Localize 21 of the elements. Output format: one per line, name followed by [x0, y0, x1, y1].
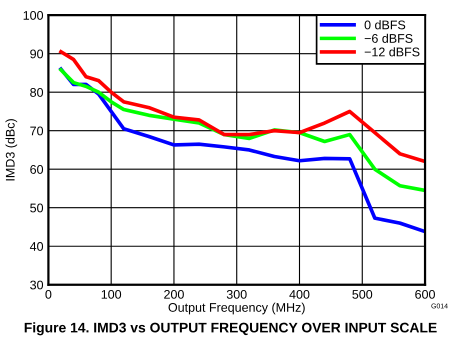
- legend-label: −6 dBFS: [364, 34, 413, 43]
- x-tick-label: 500: [352, 290, 372, 299]
- y-tick-label: 30: [30, 280, 44, 290]
- x-tick-label: 600: [415, 290, 435, 299]
- x-axis-title: Output Frequency (MHz): [168, 302, 305, 314]
- x-tick-label: 400: [289, 290, 310, 299]
- legend-label: 0 dBFS: [364, 20, 406, 30]
- x-tick-label: 0: [45, 290, 52, 299]
- y-tick-label: 40: [30, 242, 44, 251]
- y-tick-label: 70: [30, 126, 44, 136]
- y-tick-label: 100: [24, 10, 44, 20]
- text: Figure 14. IMD3 vs OUTPUT FREQUENCY OVER INPUT SCALE: [24, 322, 437, 336]
- x-tick-label: 300: [226, 290, 247, 299]
- legend-label: −12 dBFS: [364, 47, 420, 56]
- x-tick-label: 200: [164, 290, 184, 299]
- y-tick-label: 90: [30, 49, 44, 58]
- y-tick-label: 80: [30, 88, 44, 97]
- y-tick-label: 50: [30, 204, 44, 212]
- x-tick-label: 100: [102, 290, 122, 299]
- y-tick-label: 60: [30, 165, 44, 174]
- y-axis-title: IMD3 (dBc): [5, 119, 18, 180]
